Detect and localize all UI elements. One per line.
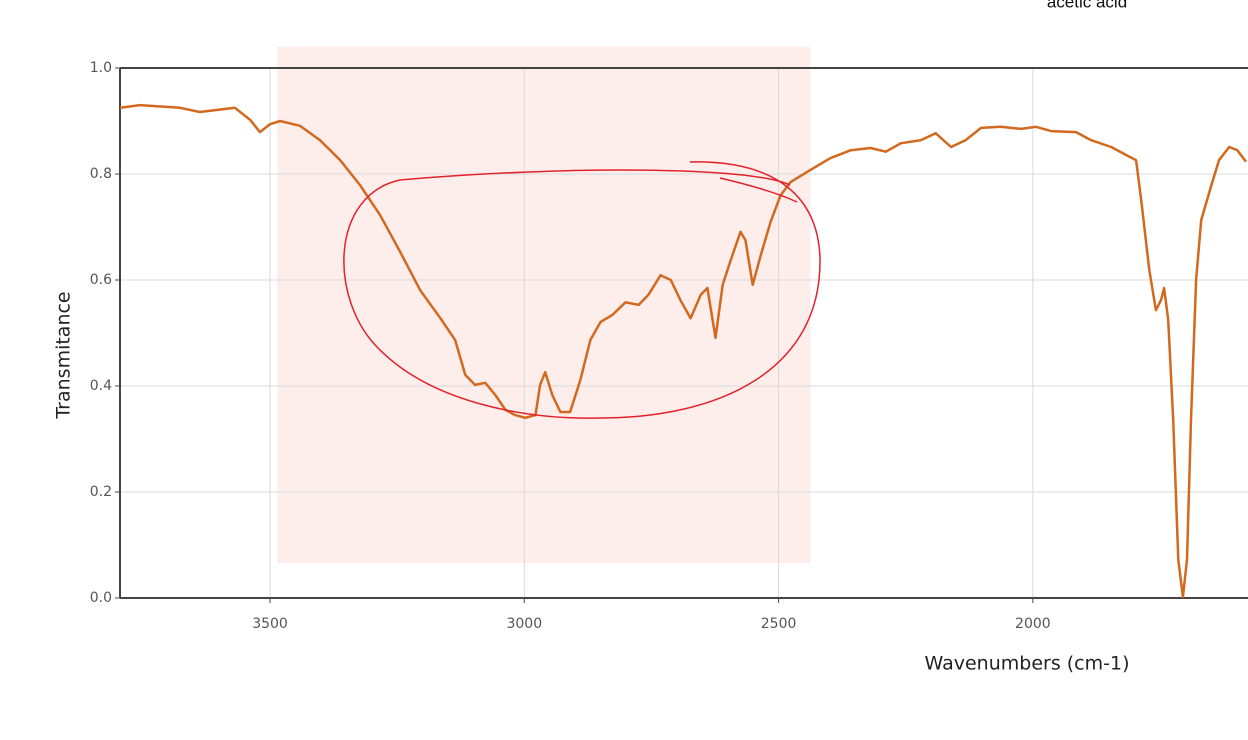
y-axis-label: Transmitance (53, 291, 75, 419)
y-tick-label: 0.4 (90, 378, 112, 394)
y-tick-label: 1.0 (90, 60, 112, 76)
hand-drawn-circle (343, 161, 821, 419)
background-layer (277, 46, 811, 564)
x-tick-label: 2500 (761, 616, 797, 632)
y-tick-label: 0.0 (90, 590, 112, 606)
x-axis-label: Wavenumbers (cm-1) (925, 653, 1130, 675)
grid-layer: 0.0 0.2 0.4 0.6 0.8 1.0 3500 3000 2500 2000 (90, 60, 1248, 632)
x-tick-label: 3500 (252, 616, 288, 632)
chart-title: acetic acid (1047, 0, 1127, 11)
x-tick-label: 2000 (1015, 616, 1051, 632)
y-tick-label: 0.2 (90, 484, 112, 500)
plot-layer (119, 103, 1247, 599)
spectrum-line (119, 103, 1247, 599)
highlight-region (277, 46, 811, 564)
x-tick-label: 3000 (506, 616, 542, 632)
y-tick-label: 0.8 (90, 166, 112, 182)
y-tick-label: 0.6 (90, 272, 112, 288)
